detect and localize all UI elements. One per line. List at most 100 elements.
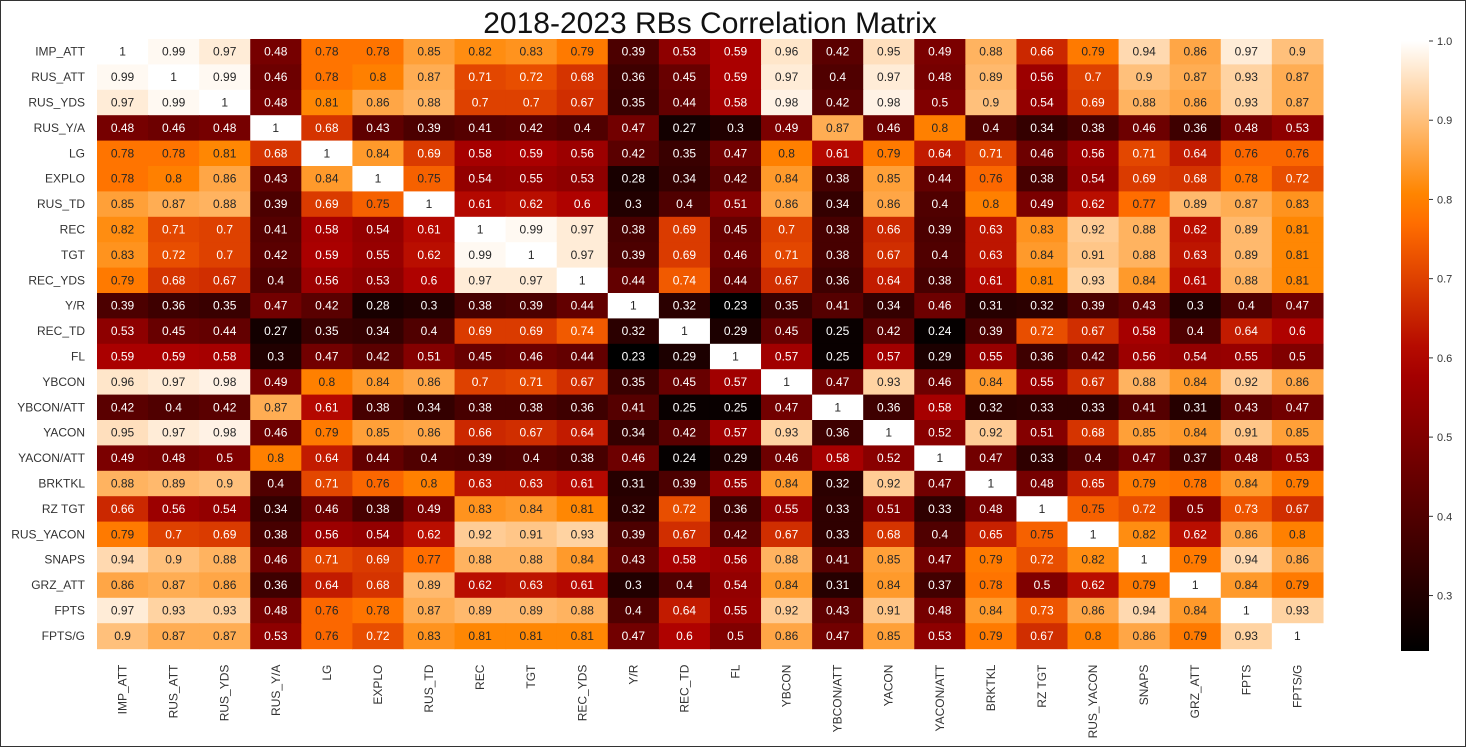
heatmap-cell: [914, 166, 966, 192]
column-label: FL: [729, 664, 743, 678]
heatmap-cell: [863, 242, 915, 269]
heatmap-cell: [812, 115, 864, 142]
cell-value-label: 0.84: [1235, 477, 1259, 491]
heatmap-cell: [1067, 89, 1120, 116]
heatmap-cell: [709, 394, 762, 421]
heatmap-cell: [1271, 216, 1324, 243]
cell-value-label: 0.53: [928, 629, 952, 643]
column-label: BRKTKL: [984, 664, 998, 711]
heatmap-cell: [454, 115, 507, 142]
cell-value-label: 0.32: [1030, 299, 1054, 313]
cell-value-label: 0.7: [523, 96, 540, 110]
cell-value-label: 0.31: [1184, 400, 1208, 414]
heatmap-cell: [454, 496, 507, 523]
cell-value-label: 0.45: [162, 324, 186, 338]
cell-value-label: 0.38: [622, 223, 646, 237]
heatmap-cell: [97, 343, 149, 370]
cell-value-label: 0.51: [1030, 426, 1054, 440]
heatmap-cell: [914, 39, 966, 65]
heatmap-cell: [1271, 597, 1324, 624]
heatmap-cell: [556, 89, 609, 116]
heatmap-cell: [914, 496, 966, 523]
heatmap-cell: [965, 115, 1018, 142]
cell-value-label: 0.99: [468, 248, 492, 262]
heatmap-cell: [454, 216, 507, 243]
heatmap-cell: [812, 318, 864, 345]
cell-value-label: 0.62: [1081, 197, 1105, 211]
cell-value-label: 0.42: [264, 248, 288, 262]
heatmap-cell: [914, 572, 966, 599]
cell-value-label: 0.69: [520, 324, 544, 338]
row-label: REC_YDS: [28, 273, 85, 287]
colorbar-tick-label: 0.9: [1437, 115, 1452, 127]
cell-value-label: 0.64: [315, 451, 339, 465]
cell-value-label: 0.38: [366, 502, 390, 516]
cell-value-label: 0.99: [520, 223, 544, 237]
heatmap-cell: [863, 343, 915, 370]
cell-value-label: 0.86: [213, 172, 237, 186]
cell-value-label: 0.88: [1132, 375, 1156, 389]
heatmap-cell: [454, 267, 507, 294]
heatmap-cell: [556, 394, 609, 421]
cell-value-label: 0.38: [1081, 121, 1105, 135]
cell-value-label: 0.46: [264, 70, 288, 84]
cell-value-label: 0.86: [1184, 96, 1208, 110]
heatmap-cell: [301, 623, 353, 650]
cell-value-label: 0.86: [1184, 45, 1208, 59]
heatmap-cell: [965, 547, 1018, 573]
cell-value-label: 0.88: [213, 553, 237, 567]
cell-value-label: 0.81: [1286, 248, 1310, 262]
cell-value-label: 0.45: [724, 223, 748, 237]
heatmap-cell: [556, 115, 609, 142]
colorbar-tick-label: 0.6: [1437, 353, 1452, 365]
heatmap-cell: [1220, 39, 1273, 65]
cell-value-label: 0.59: [724, 70, 748, 84]
heatmap-cell: [863, 547, 915, 573]
cell-value-label: 0.31: [979, 299, 1003, 313]
cell-value-label: 0.34: [673, 172, 697, 186]
heatmap-cell: [352, 343, 405, 370]
row-label: YACON/ATT: [18, 451, 86, 465]
cell-value-label: 0.4: [1187, 324, 1204, 338]
cell-value-label: 0.83: [468, 502, 492, 516]
heatmap-cell: [709, 420, 762, 446]
heatmap-cell: [607, 242, 660, 269]
heatmap-cell: [965, 166, 1018, 192]
heatmap-cell: [607, 39, 660, 65]
heatmap-cell: [1016, 597, 1069, 624]
cell-value-label: 0.58: [673, 553, 697, 567]
cell-value-label: 0.84: [877, 578, 901, 592]
heatmap-cell: [148, 572, 200, 599]
cell-value-label: 0.4: [931, 197, 948, 211]
column-label: REC_YDS: [575, 665, 589, 722]
heatmap-cell: [1220, 140, 1273, 167]
cell-value-label: 0.54: [1184, 350, 1208, 364]
heatmap-cell: [454, 420, 507, 446]
heatmap-cell: [250, 267, 302, 294]
heatmap-cell: [658, 343, 711, 370]
cell-value-label: 1: [834, 400, 841, 414]
heatmap-cell: [352, 89, 405, 116]
colorbar-tick-label: 0.5: [1437, 432, 1452, 444]
heatmap-cell: [97, 242, 149, 269]
heatmap-cell: [1016, 572, 1069, 599]
cell-value-label: 0.56: [315, 527, 339, 541]
heatmap-cell: [454, 597, 507, 624]
heatmap-cell: [863, 445, 915, 472]
heatmap-cell: [454, 293, 507, 319]
heatmap-cell: [761, 496, 813, 523]
heatmap-cell: [301, 394, 353, 421]
heatmap-cell: [709, 64, 762, 91]
cell-value-label: 0.51: [724, 197, 748, 211]
heatmap-cell: [1067, 293, 1120, 319]
cell-value-label: 0.83: [111, 248, 135, 262]
cell-value-label: 0.35: [673, 146, 697, 160]
cell-value-label: 0.79: [315, 426, 339, 440]
cell-value-label: 0.76: [1286, 146, 1310, 160]
heatmap-cell: [97, 89, 149, 116]
cell-value-label: 0.69: [213, 527, 237, 541]
cell-value-label: 0.29: [724, 324, 748, 338]
cell-value-label: 0.42: [366, 350, 390, 364]
cell-value-label: 0.42: [111, 400, 135, 414]
row-label: TGT: [61, 248, 86, 262]
